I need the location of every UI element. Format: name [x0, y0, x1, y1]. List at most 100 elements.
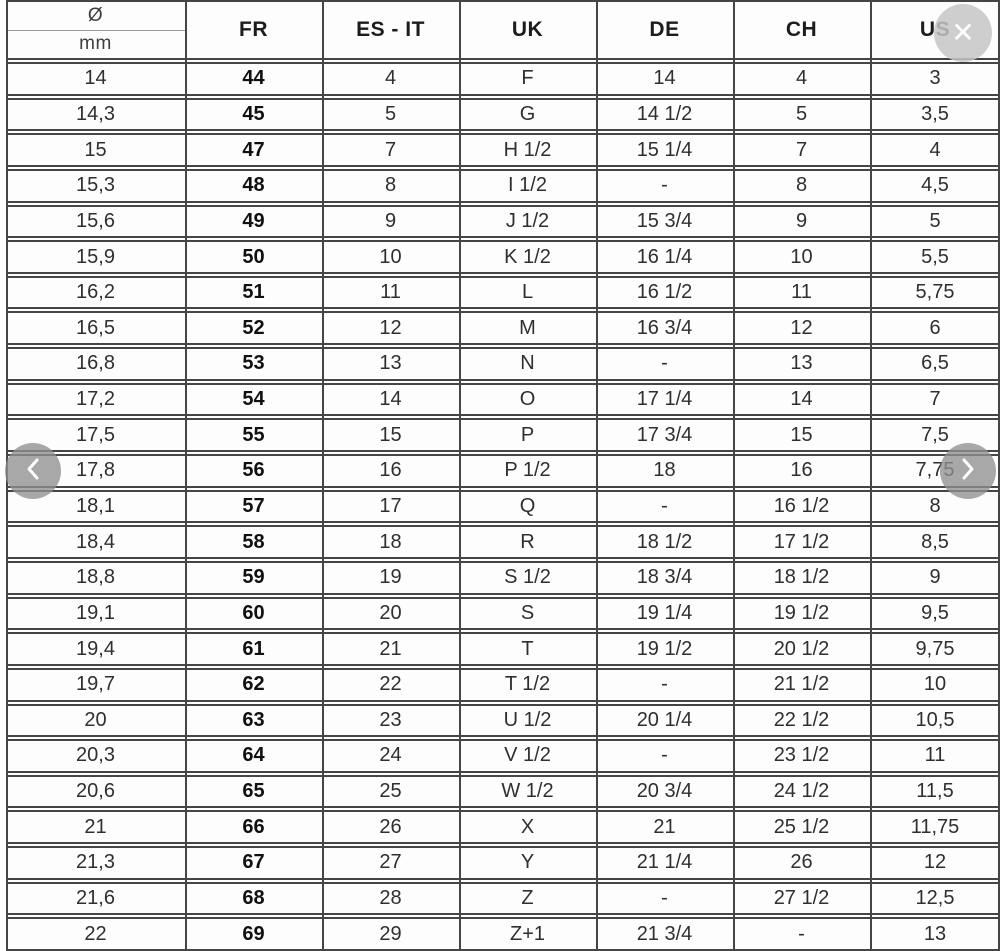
table-row: 22 69 29 Z+1 21 3/4 - 13 — [6, 917, 1000, 951]
table-cell: 10 — [790, 245, 813, 268]
table-cell: - — [661, 673, 668, 696]
table-cell: - — [661, 495, 668, 517]
table-cell: 8,5 — [921, 530, 949, 553]
table-cell: 28 — [379, 887, 402, 910]
table-cell: 11 — [924, 744, 946, 767]
table-cell: Q — [519, 495, 536, 517]
table-row: 15 47 7 H 1/2 15 1/4 7 4 — [6, 133, 1000, 167]
grid-line-vertical — [998, 0, 1000, 951]
table-cell: 10 — [379, 245, 402, 268]
table-cell: 15,3 — [76, 174, 115, 197]
table-row: 18,1 57 17 Q - 16 1/2 8 — [6, 489, 1000, 524]
table-cell: 15 — [84, 138, 107, 161]
table-cell: - — [661, 744, 668, 767]
table-cell: T 1/2 — [504, 673, 551, 696]
table-cell: 9 — [795, 209, 808, 232]
table-cell: 13 — [790, 352, 813, 375]
table-cell: 17 1/4 — [636, 388, 693, 411]
table-cell: S 1/2 — [504, 566, 551, 589]
table-cell: 9,5 — [921, 601, 949, 624]
table-cell: 23 — [379, 708, 402, 731]
table-cell: 5 — [795, 102, 808, 125]
table-cell: 13 — [923, 922, 947, 945]
table-cell: 5 — [384, 102, 397, 125]
table-cell: 65 — [242, 780, 265, 803]
table-cell: 16 1/2 — [636, 281, 693, 304]
table-cell: 56 — [242, 459, 265, 482]
table-row: 16,5 52 12 M 16 3/4 12 6 — [6, 311, 1000, 346]
table-cell: 57 — [242, 495, 265, 517]
table-header-row: Ø mm FR ES - IT UK DE CH US — [6, 0, 1000, 60]
table-cell: 14 — [84, 67, 107, 90]
table-cell: 21,6 — [76, 887, 115, 910]
next-image-button[interactable] — [940, 443, 996, 499]
table-cell: 17,2 — [76, 388, 115, 411]
close-button[interactable]: ✕ — [934, 4, 992, 62]
header-col-uk: UK — [511, 18, 544, 41]
table-cell: V 1/2 — [504, 744, 551, 767]
table-row: 14,3 45 5 G 14 1/2 5 3,5 — [6, 97, 1000, 132]
table-cell: 58 — [242, 530, 265, 553]
table-cell: 19,1 — [76, 601, 115, 624]
table-cell: 14 1/2 — [636, 102, 693, 125]
table-cell: 15 1/4 — [636, 138, 693, 161]
table-cell: 24 1/2 — [773, 780, 830, 803]
table-cell: 11,75 — [910, 815, 960, 838]
table-cell: 12 — [379, 316, 402, 339]
table-row: 14 44 4 F 14 4 3 — [6, 62, 1000, 96]
table-cell: 19,7 — [76, 673, 115, 696]
grid-line-vertical — [185, 0, 187, 951]
table-cell: 10,5 — [915, 708, 955, 731]
table-cell: 12 — [923, 851, 947, 874]
table-cell: 17 1/2 — [773, 530, 830, 553]
table-row: 16,2 51 11 L 16 1/2 11 5,75 — [6, 275, 1000, 310]
table-cell: 25 1/2 — [773, 815, 830, 838]
table-cell: G — [519, 102, 536, 125]
table-cell: Z — [521, 887, 534, 910]
table-cell: T — [521, 637, 534, 660]
table-cell: 16 1/4 — [636, 245, 693, 268]
table-cell: 7 — [795, 138, 808, 161]
table-cell: 64 — [242, 744, 265, 767]
table-cell: 16,2 — [76, 281, 115, 304]
table-cell: 17,8 — [76, 459, 115, 482]
table-cell: 54 — [242, 388, 265, 411]
table-cell: 23 1/2 — [773, 744, 830, 767]
table-cell: 15,9 — [76, 245, 115, 268]
table-cell: 18,1 — [76, 495, 115, 517]
table-cell: S — [520, 601, 535, 624]
table-row: 18,4 58 18 R 18 1/2 17 1/2 8,5 — [6, 525, 1000, 559]
prev-image-button[interactable] — [5, 443, 61, 499]
grid-line-vertical — [870, 0, 872, 951]
table-cell: 47 — [242, 138, 265, 161]
table-cell: 60 — [242, 601, 265, 624]
table-cell: 25 — [379, 780, 402, 803]
table-row: 19,7 62 22 T 1/2 - 21 1/2 10 — [6, 667, 1000, 702]
table-row: 16,8 53 13 N - 13 6,5 — [6, 347, 1000, 381]
table-cell: 4 — [384, 67, 397, 90]
close-icon: ✕ — [951, 17, 975, 48]
table-cell: 19 1/2 — [773, 601, 830, 624]
table-cell: 15 3/4 — [636, 209, 693, 232]
table-cell: 53 — [242, 352, 265, 375]
table-cell: 62 — [242, 673, 265, 696]
ring-size-table: Ø mm FR ES - IT UK DE CH US 14444F144314… — [6, 0, 1000, 951]
table-cell: X — [520, 815, 535, 838]
table-cell: 16 3/4 — [636, 316, 693, 339]
table-cell: 20 3/4 — [636, 780, 693, 803]
table-cell: 17,5 — [76, 423, 115, 446]
table-cell: 50 — [242, 245, 265, 268]
table-cell: 15 — [379, 423, 402, 446]
header-diameter-symbol: Ø — [87, 4, 104, 26]
table-cell: 16 — [379, 459, 402, 482]
table-cell: 21 1/2 — [773, 673, 830, 696]
grid-line-vertical — [322, 0, 324, 951]
table-cell: 45 — [242, 102, 265, 125]
table-cell: 20,6 — [76, 780, 115, 803]
table-cell: 3,5 — [921, 102, 949, 125]
table-cell: Z+1 — [509, 922, 546, 945]
table-cell: 44 — [242, 67, 265, 90]
table-cell: 21 — [653, 815, 676, 838]
table-cell: 18 1/2 — [636, 530, 693, 553]
table-cell: K 1/2 — [504, 245, 551, 268]
